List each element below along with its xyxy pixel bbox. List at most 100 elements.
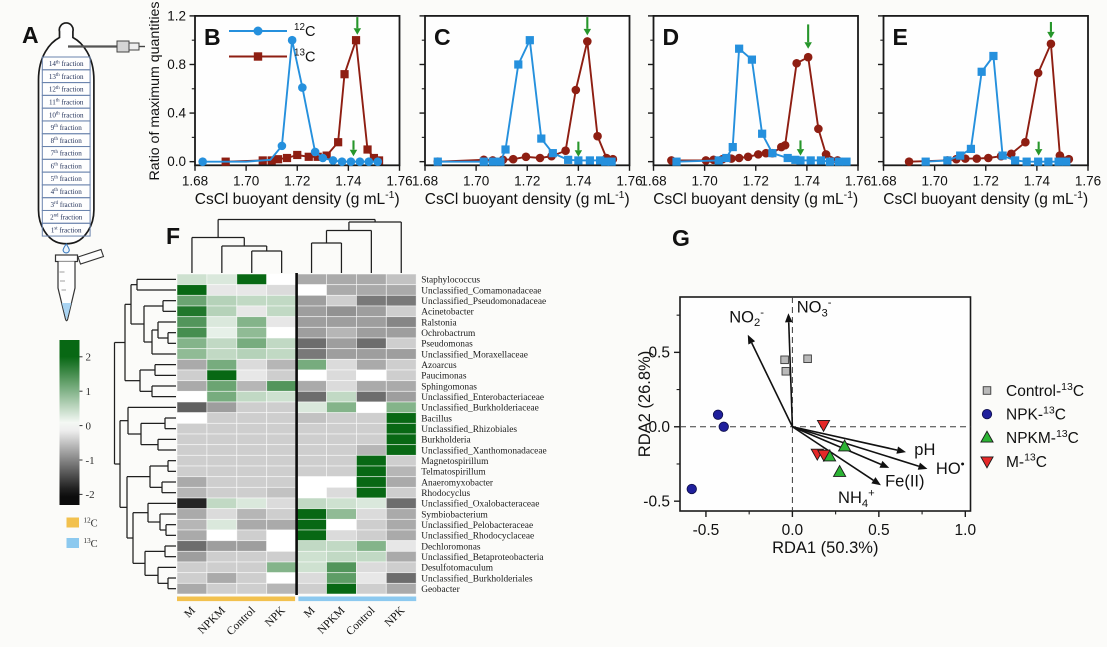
heatmap-row-label: Unclassified_Oxalobacteraceae [421,499,539,510]
x-axis-title: CsCl buoyant density (g mL-1) [883,189,1088,208]
heatmap-cell [236,433,268,446]
heatmap-cell [326,316,357,328]
green-arrow-head [796,149,805,156]
heatmap-cell [355,358,387,371]
heatmap-cell [385,529,417,542]
series-point [735,44,744,53]
eppendorf-body [57,261,76,322]
heatmap-cell [266,540,298,552]
colorbar-tick-label: 2 [86,352,92,364]
y-tick-label: 0.8 [167,57,186,72]
heatmap-cell [176,465,208,478]
series-point [791,155,800,164]
series-point [304,152,313,161]
heatmap-cell [385,508,417,520]
heatmap-cell [326,294,357,307]
series-point [364,157,374,166]
heatmap-cell [385,444,417,456]
heatmap-cell [355,390,387,403]
heatmap-cell [236,401,268,414]
heatmap-cell [296,486,327,499]
heatmap-row-label: Unclassified_Comamonadaceae [421,285,541,296]
heatmap-row-label: Unclassified_Pelobacteraceae [421,520,533,531]
heatmap-cell [296,380,327,392]
colorbar-tick-label: 1 [86,386,92,398]
heatmap-cell [385,348,417,360]
env-arrow-head [871,477,881,486]
heatmap-cell [236,540,268,552]
series-point [293,150,302,160]
series-point [977,67,986,76]
heatmap-row-label: Unclassified_Pseudomonadaceae [421,296,546,307]
y-tick-label: 0.5 [648,345,670,362]
panel-a-letter: A [22,22,39,48]
legend-label: M-13C [1006,452,1047,471]
heatmap-cell [266,582,298,595]
series-point [593,131,602,141]
x-tick-label: 1.72 [284,173,310,188]
heatmap-row-label: Unclassified_Rhodocyclaceae [421,531,534,542]
heatmap-cell [236,273,268,286]
heatmap-cell [236,294,268,307]
heatmap-cell [296,422,327,435]
heatmap-row-label: Unclassified_Burkholderiales [421,573,533,584]
heatmap-col-label: M [302,605,318,621]
heatmap-cell [326,454,357,467]
heatmap-cell [326,348,357,360]
heatmap-cell [385,465,417,478]
green-arrow-head [353,28,362,35]
series-point [1022,157,1031,166]
series-point [496,157,505,166]
panel-a-fractionation-schematic: A 14th fraction 13th fraction 12th fractio… [22,22,145,322]
env-arrow-shaft [791,426,874,481]
series-point [1034,157,1043,166]
heatmap-cell [296,326,327,339]
heatmap-row-label: Ralstonia [421,318,457,328]
heatmap-row-label: Unclassified_Burkholderiaceae [421,403,539,414]
heatmap-col-label: M [182,605,198,621]
heatmap-cell [355,561,387,574]
heatmap-cell [296,497,327,510]
heatmap-cell [206,582,238,595]
heatmap-col-label: Control [225,605,258,638]
heatmap-cell [206,433,238,446]
heatmap-cell [236,529,268,542]
series-point [521,152,531,162]
fraction-label: 2nd fraction [50,214,83,222]
heatmap-cell [296,550,327,563]
series-point [318,153,328,163]
x-tick-label: 1.72 [743,173,769,188]
x-tick-label: 1.68 [870,173,896,188]
series-point [972,154,982,163]
heatmap-cell [176,486,208,499]
heatmap-cell [206,444,238,456]
y-tick-label: 1.2 [167,8,186,23]
series-point [754,150,763,159]
env-arrow-label: NO3- [797,297,832,319]
heatmap-cell [296,294,327,307]
heatmap-cell [385,497,417,510]
heatmap-cell [385,358,417,371]
heatmap-cell [176,412,208,424]
heatmap-cell [176,284,208,296]
heatmap-cell [296,444,327,456]
legend-label: 13C [294,48,315,66]
heatmap-cell [385,454,417,467]
syringe-barrel [128,42,140,51]
y-tick-label: 0.4 [167,106,186,121]
env-arrow-shaft [792,426,882,466]
series-point [501,145,510,154]
heatmap-cell [296,454,327,467]
heatmap-cell [385,561,417,574]
heatmap-cell [326,369,357,382]
heatmap-cell [206,369,238,382]
x-tick-label: 1.72 [514,173,540,188]
legend-item: NPK-13C [981,404,1066,424]
series-point [1011,156,1020,165]
heatmap-cell [355,582,387,595]
heatmap-cell [236,316,268,328]
heatmap-row-label: Unclassified_Moraxellaceae [421,349,528,360]
series-point [714,156,723,165]
